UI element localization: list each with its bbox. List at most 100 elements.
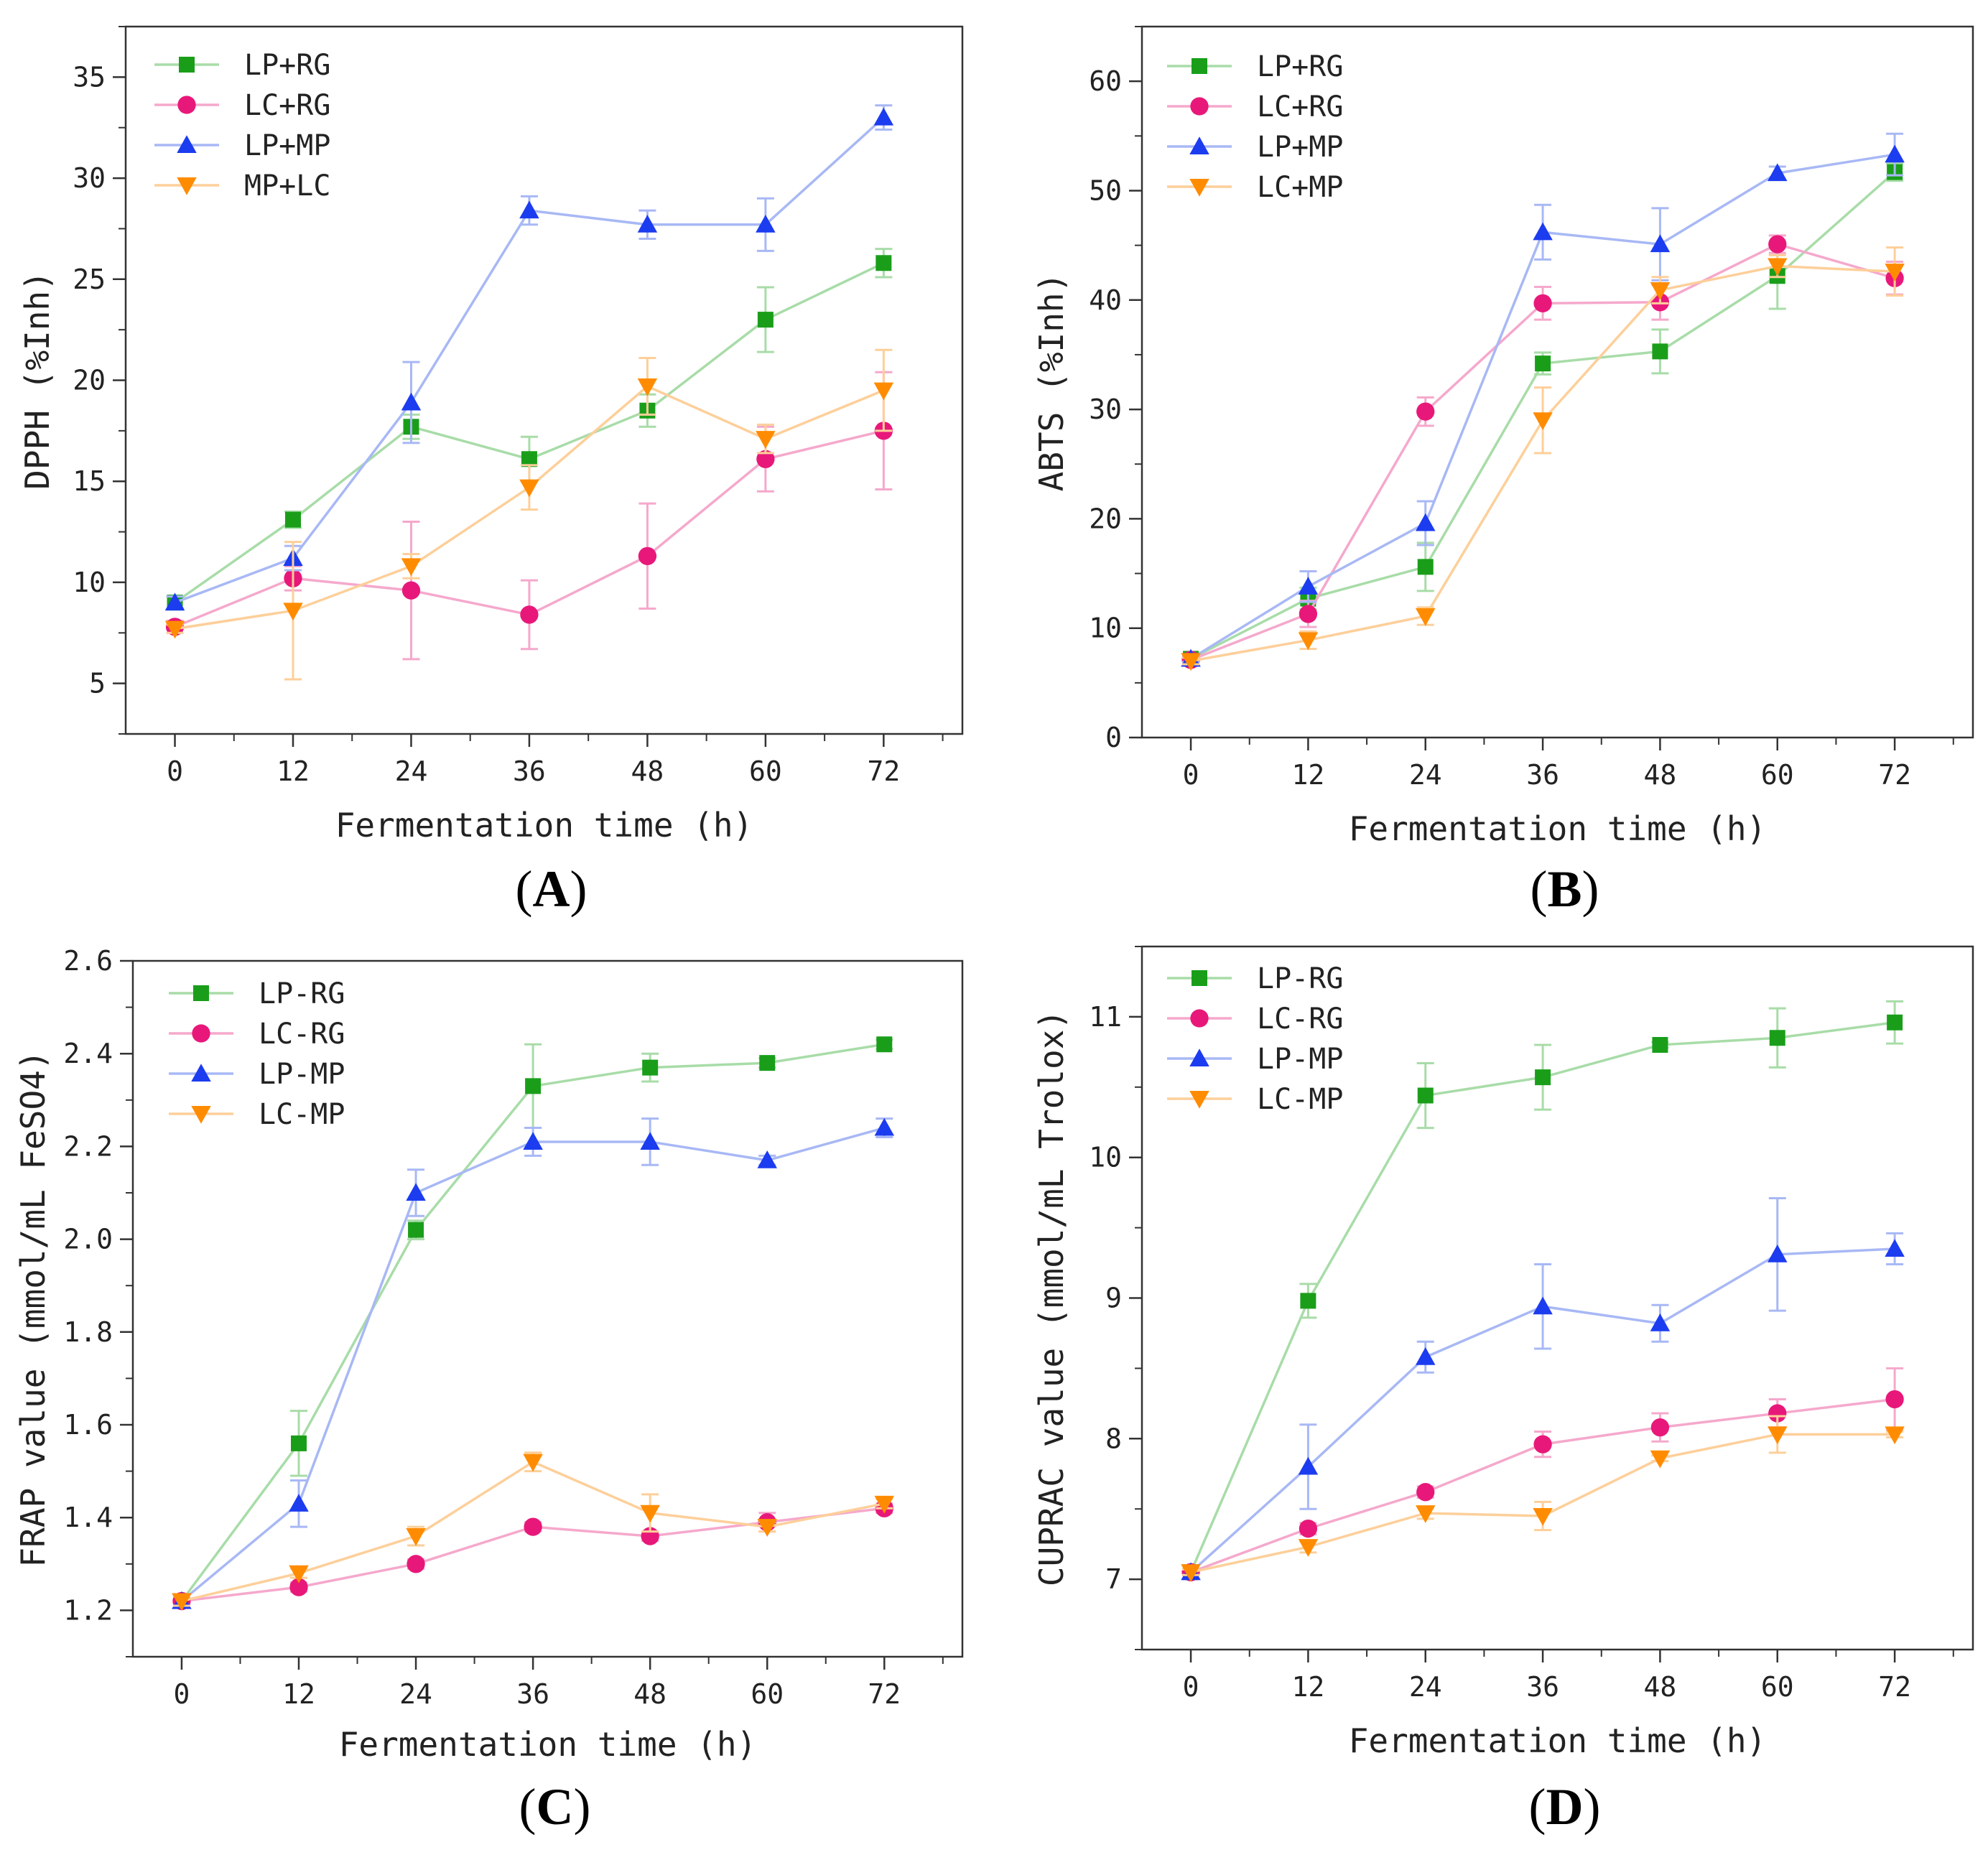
x-tick-label: 0 bbox=[1183, 1671, 1199, 1703]
y-tick-label: 50 bbox=[1089, 175, 1122, 206]
y-tick-label: 40 bbox=[1089, 284, 1122, 316]
y-tick-label: 20 bbox=[73, 365, 106, 396]
data-point bbox=[1300, 1293, 1316, 1309]
data-point bbox=[283, 603, 303, 621]
data-point bbox=[1768, 1245, 1788, 1262]
data-point bbox=[285, 511, 301, 528]
data-point bbox=[172, 1593, 192, 1611]
data-point bbox=[759, 1055, 776, 1071]
y-tick-label: 2.4 bbox=[63, 1038, 113, 1069]
legend-marker bbox=[177, 135, 197, 153]
data-point bbox=[637, 215, 658, 233]
panel-label: (B) bbox=[1531, 860, 1599, 918]
data-point bbox=[1650, 282, 1671, 300]
data-point bbox=[874, 1495, 895, 1514]
series-line bbox=[1190, 1397, 1895, 1573]
y-axis-label: DPPH (%Inh) bbox=[18, 271, 57, 490]
legend-label: LP+MP bbox=[1257, 131, 1343, 164]
data-point bbox=[640, 1504, 660, 1523]
x-tick-label: 60 bbox=[751, 1678, 784, 1710]
y-tick-label: 30 bbox=[1089, 394, 1122, 425]
x-tick-label: 48 bbox=[631, 755, 664, 787]
data-point bbox=[523, 1454, 543, 1472]
legend-marker bbox=[1192, 58, 1207, 74]
data-point bbox=[1415, 1505, 1436, 1523]
data-point bbox=[1417, 559, 1434, 575]
y-tick-label: 11 bbox=[1089, 1001, 1122, 1033]
data-point bbox=[1650, 1450, 1671, 1469]
legend-label: LP-MP bbox=[1257, 1043, 1343, 1076]
x-tick-label: 12 bbox=[277, 755, 310, 787]
series-mp-lc bbox=[164, 348, 894, 681]
x-tick-label: 72 bbox=[1878, 1671, 1911, 1703]
data-point bbox=[1652, 1037, 1668, 1054]
data-point bbox=[638, 547, 657, 565]
y-tick-label: 9 bbox=[1105, 1283, 1122, 1314]
legend-marker bbox=[1190, 1009, 1209, 1028]
data-point bbox=[289, 1494, 309, 1512]
x-axis-label: Fermentation time (h) bbox=[1349, 1721, 1767, 1760]
x-tick-label: 60 bbox=[1761, 759, 1794, 791]
data-point bbox=[876, 1036, 893, 1053]
data-point bbox=[1650, 234, 1671, 253]
y-tick-label: 20 bbox=[1089, 503, 1122, 534]
data-point bbox=[289, 1578, 308, 1596]
data-point bbox=[1885, 1426, 1905, 1445]
data-point bbox=[289, 1565, 309, 1583]
data-point bbox=[1768, 258, 1788, 276]
data-point bbox=[1415, 1347, 1436, 1365]
x-axis-label: Fermentation time (h) bbox=[1349, 809, 1767, 848]
data-point bbox=[1768, 1404, 1787, 1423]
y-tick-label: 1.6 bbox=[63, 1409, 113, 1441]
legend-label: LP+RG bbox=[244, 49, 330, 82]
data-point bbox=[164, 592, 185, 611]
x-tick-label: 24 bbox=[1409, 1671, 1442, 1703]
x-axis-label: Fermentation time (h) bbox=[339, 1725, 757, 1764]
series-lc-rg bbox=[172, 1499, 893, 1611]
panel-label: (D) bbox=[1529, 1778, 1601, 1836]
data-point bbox=[875, 255, 892, 271]
y-tick-label: 35 bbox=[73, 61, 106, 93]
legend-label: LP-RG bbox=[259, 977, 345, 1010]
legend-label: LC+RG bbox=[244, 89, 330, 122]
data-point bbox=[1768, 163, 1788, 182]
y-tick-label: 10 bbox=[1089, 1142, 1122, 1173]
legend-label: LP-RG bbox=[1257, 962, 1343, 995]
data-point bbox=[1298, 1539, 1319, 1557]
y-tick-label: 8 bbox=[1105, 1423, 1122, 1454]
legend-marker bbox=[1189, 1048, 1209, 1066]
y-tick-label: 2.2 bbox=[63, 1130, 113, 1162]
data-point bbox=[756, 215, 776, 233]
x-tick-label: 72 bbox=[868, 1678, 901, 1710]
x-tick-label: 24 bbox=[1409, 759, 1442, 791]
panel-d: 7 8 9 10 11 0 12 24 36 48 60 72 Fermentation time (h… bbox=[1032, 945, 1974, 1836]
y-tick-label: 15 bbox=[73, 465, 106, 497]
legend-label: LC-RG bbox=[1257, 1003, 1343, 1036]
panel-label: (C) bbox=[519, 1778, 591, 1836]
data-point bbox=[1533, 1507, 1553, 1526]
x-tick-label: 60 bbox=[749, 755, 782, 787]
legend-marker bbox=[179, 57, 195, 73]
data-point bbox=[401, 581, 421, 600]
y-tick-label: 2.6 bbox=[63, 945, 113, 977]
x-tick-label: 24 bbox=[395, 755, 428, 787]
legend-marker bbox=[1190, 97, 1209, 116]
data-point bbox=[1533, 1435, 1552, 1454]
x-tick-label: 12 bbox=[1292, 1671, 1325, 1703]
y-tick-label: 2.0 bbox=[63, 1224, 113, 1255]
data-point bbox=[756, 450, 775, 468]
data-point bbox=[520, 605, 539, 624]
data-point bbox=[1181, 1564, 1201, 1583]
y-tick-label: 60 bbox=[1089, 65, 1122, 97]
series-lp-rg bbox=[166, 248, 893, 611]
y-tick-label: 7 bbox=[1105, 1563, 1122, 1595]
data-point bbox=[1299, 1519, 1318, 1538]
data-point bbox=[524, 1517, 542, 1536]
x-tick-label: 72 bbox=[1878, 759, 1911, 791]
data-point bbox=[1415, 608, 1436, 626]
legend-marker bbox=[191, 1106, 211, 1124]
legend-marker bbox=[193, 985, 209, 1001]
data-point bbox=[873, 107, 894, 126]
legend-label: LC-RG bbox=[259, 1018, 345, 1051]
data-point bbox=[1533, 412, 1553, 431]
